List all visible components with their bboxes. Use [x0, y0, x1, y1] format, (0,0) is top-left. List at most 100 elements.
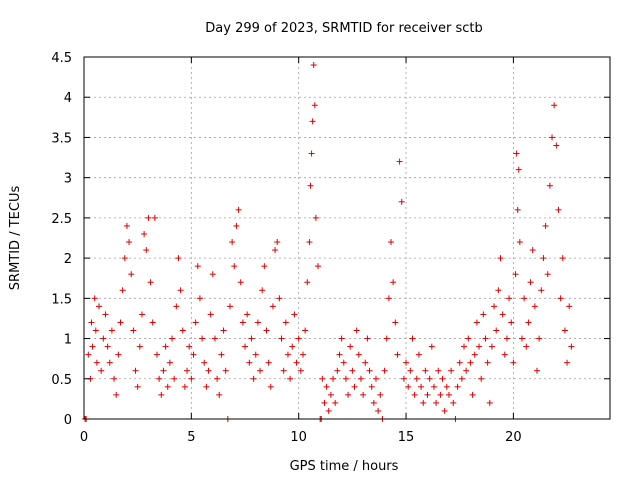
- data-point: [171, 375, 178, 382]
- data-point: [261, 263, 268, 270]
- data-point: [188, 375, 195, 382]
- data-point: [364, 335, 371, 342]
- data-point: [465, 335, 472, 342]
- data-point: [117, 319, 124, 326]
- data-point: [274, 239, 281, 246]
- data-point: [293, 359, 300, 366]
- data-point: [340, 359, 347, 366]
- data-point: [542, 222, 549, 229]
- data-point: [555, 206, 562, 213]
- data-point: [229, 239, 236, 246]
- data-point: [201, 359, 208, 366]
- data-point: [192, 319, 199, 326]
- data-point: [306, 239, 313, 246]
- data-point: [211, 335, 218, 342]
- data-point: [132, 367, 139, 374]
- data-point: [403, 359, 410, 366]
- data-point: [92, 327, 99, 334]
- grid-layer: [84, 57, 610, 419]
- data-point: [233, 222, 240, 229]
- data-point: [186, 343, 193, 350]
- data-point: [338, 335, 345, 342]
- data-point: [321, 399, 328, 406]
- y-tick-label: 2.5: [51, 212, 72, 227]
- data-point: [437, 391, 444, 398]
- data-point: [175, 255, 182, 262]
- data-point: [355, 351, 362, 358]
- data-point: [252, 351, 259, 358]
- data-point: [491, 303, 498, 310]
- data-point: [278, 335, 285, 342]
- data-point: [269, 303, 276, 310]
- data-point: [536, 335, 543, 342]
- data-point: [349, 367, 356, 374]
- data-point: [463, 367, 470, 374]
- data-point: [289, 343, 296, 350]
- data-point: [433, 399, 440, 406]
- data-point: [164, 383, 171, 390]
- data-point: [413, 375, 420, 382]
- data-point: [126, 239, 133, 246]
- data-point: [549, 134, 556, 141]
- data-point: [218, 351, 225, 358]
- data-point: [106, 359, 113, 366]
- data-point: [214, 375, 221, 382]
- data-point: [88, 319, 95, 326]
- data-point: [265, 359, 272, 366]
- y-tick-label: 3.5: [51, 131, 72, 146]
- data-point: [309, 118, 316, 125]
- data-point: [196, 295, 203, 302]
- data-point: [495, 287, 502, 294]
- data-point: [534, 367, 541, 374]
- data-point: [226, 303, 233, 310]
- data-point: [319, 375, 326, 382]
- data-point: [510, 359, 517, 366]
- data-point: [231, 263, 238, 270]
- data-point: [357, 375, 364, 382]
- data-point: [561, 327, 568, 334]
- data-point: [102, 311, 109, 318]
- data-point: [108, 327, 115, 334]
- data-point: [553, 142, 560, 149]
- y-tick-label: 0: [64, 413, 72, 428]
- data-point: [115, 351, 122, 358]
- data-point: [203, 383, 210, 390]
- data-point: [467, 359, 474, 366]
- x-tick-label: 10: [290, 430, 307, 445]
- data-point: [220, 327, 227, 334]
- data-point: [372, 375, 379, 382]
- data-point: [443, 383, 450, 390]
- data-point: [205, 367, 212, 374]
- data-point: [426, 375, 433, 382]
- data-point: [375, 407, 382, 414]
- data-point: [362, 359, 369, 366]
- data-point: [199, 335, 206, 342]
- data-point: [299, 351, 306, 358]
- data-point: [540, 255, 547, 262]
- data-point: [409, 335, 416, 342]
- data-point: [508, 319, 515, 326]
- data-point: [235, 206, 242, 213]
- data-point: [441, 407, 448, 414]
- data-point: [151, 214, 158, 221]
- data-point: [136, 343, 143, 350]
- data-point: [385, 295, 392, 302]
- data-point: [480, 311, 487, 318]
- data-point: [327, 391, 334, 398]
- data-point: [119, 287, 126, 294]
- y-tick-label: 4.5: [51, 51, 72, 66]
- data-point: [538, 287, 545, 294]
- data-point: [111, 375, 118, 382]
- y-tick-label: 4: [64, 91, 72, 106]
- data-point: [153, 351, 160, 358]
- data-point: [308, 150, 315, 157]
- data-point: [368, 383, 375, 390]
- data-point: [392, 319, 399, 326]
- data-point: [194, 263, 201, 270]
- data-point: [557, 295, 564, 302]
- data-point: [360, 391, 367, 398]
- data-point: [428, 343, 435, 350]
- data-point: [184, 367, 191, 374]
- data-point: [312, 214, 319, 221]
